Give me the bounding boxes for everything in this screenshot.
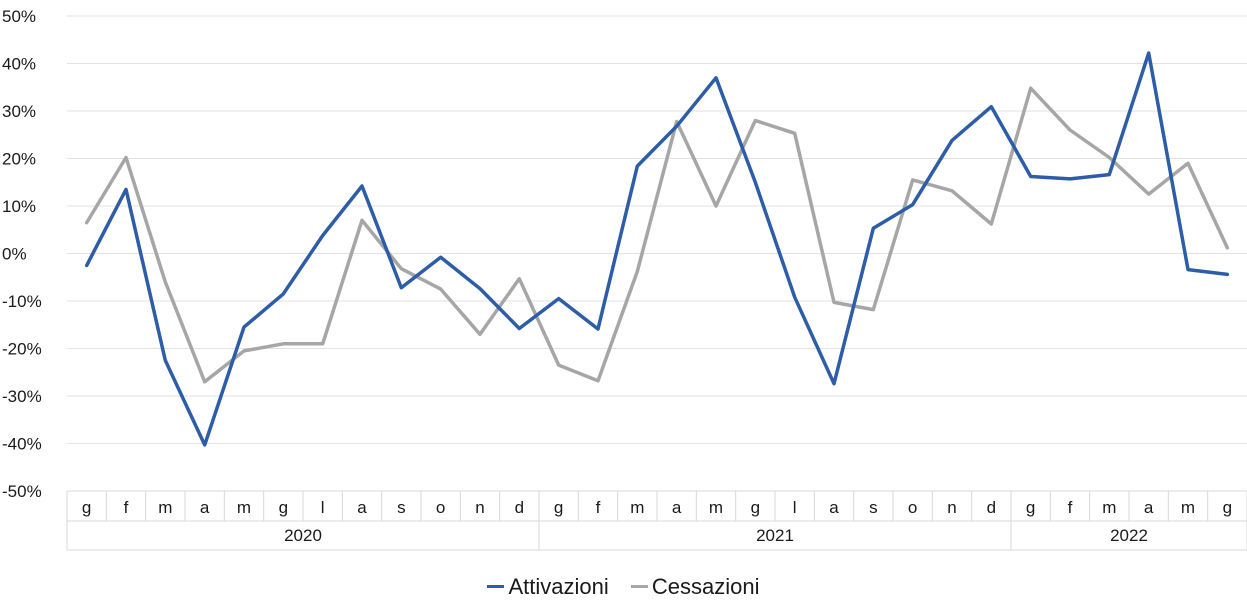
year-label: 2020: [284, 526, 322, 545]
legend: Attivazioni Cessazioni: [0, 574, 1247, 600]
x-tick-label: a: [672, 498, 682, 517]
gridlines: [67, 15, 1247, 492]
year-label: 2021: [756, 526, 794, 545]
x-tick-label: s: [397, 498, 406, 517]
x-tick-label: o: [908, 498, 917, 517]
legend-label-attivazioni: Attivazioni: [508, 574, 609, 599]
x-axis: g f m a m g l a s o n d g f m a m g l a s o n d g f m a m g 2020 2021 20…: [66, 490, 1247, 551]
x-tick-label: n: [475, 498, 484, 517]
legend-item-cessazioni: Cessazioni: [630, 574, 760, 600]
y-axis-ticks: 50% 40% 30% 20% 10% 0% -10% -20% -30% -40% -50%: [2, 7, 42, 501]
x-tick-label: g: [554, 498, 563, 517]
y-tick-label: -40%: [2, 435, 42, 454]
x-tick-label: m: [158, 498, 172, 517]
y-tick-label: 0%: [2, 245, 27, 264]
y-tick-label: -20%: [2, 340, 42, 359]
legend-item-attivazioni: Attivazioni: [487, 574, 609, 600]
x-tick-label: f: [124, 498, 129, 517]
y-tick-label: 10%: [2, 197, 36, 216]
x-tick-label: g: [1223, 498, 1232, 517]
y-tick-label: -10%: [2, 292, 42, 311]
x-tick-label: a: [200, 498, 210, 517]
x-tick-label: g: [82, 498, 91, 517]
x-tick-label: s: [869, 498, 878, 517]
x-tick-label: g: [751, 498, 760, 517]
x-tick-label: d: [987, 498, 996, 517]
x-tick-label: g: [279, 498, 288, 517]
legend-swatch-attivazioni: [487, 584, 505, 588]
y-tick-label: 50%: [2, 7, 36, 26]
x-tick-label: n: [947, 498, 956, 517]
x-tick-label: a: [829, 498, 839, 517]
series-line-attivazioni: [84, 51, 1230, 447]
series-lines: [84, 51, 1230, 447]
legend-label-cessazioni: Cessazioni: [651, 574, 760, 599]
x-tick-label: l: [321, 498, 325, 517]
x-tick-label: a: [357, 498, 367, 517]
x-tick-label: m: [1181, 498, 1195, 517]
x-tick-label: f: [1068, 498, 1073, 517]
year-label: 2022: [1110, 526, 1148, 545]
x-tick-label: d: [515, 498, 524, 517]
y-tick-label: 30%: [2, 102, 36, 121]
x-tick-label: a: [1144, 498, 1154, 517]
x-tick-label: f: [596, 498, 601, 517]
x-tick-label: o: [436, 498, 445, 517]
series-line-cessazioni: [84, 86, 1230, 384]
x-tick-label: g: [1026, 498, 1035, 517]
y-tick-label: -30%: [2, 387, 42, 406]
y-tick-label: 40%: [2, 55, 36, 74]
legend-swatch-cessazioni: [630, 584, 648, 588]
y-tick-label: -50%: [2, 482, 42, 501]
x-tick-label: m: [630, 498, 644, 517]
x-tick-label: m: [1102, 498, 1116, 517]
x-tick-label: l: [793, 498, 797, 517]
x-tick-label: m: [237, 498, 251, 517]
y-tick-label: 20%: [2, 150, 36, 169]
x-tick-label: m: [709, 498, 723, 517]
